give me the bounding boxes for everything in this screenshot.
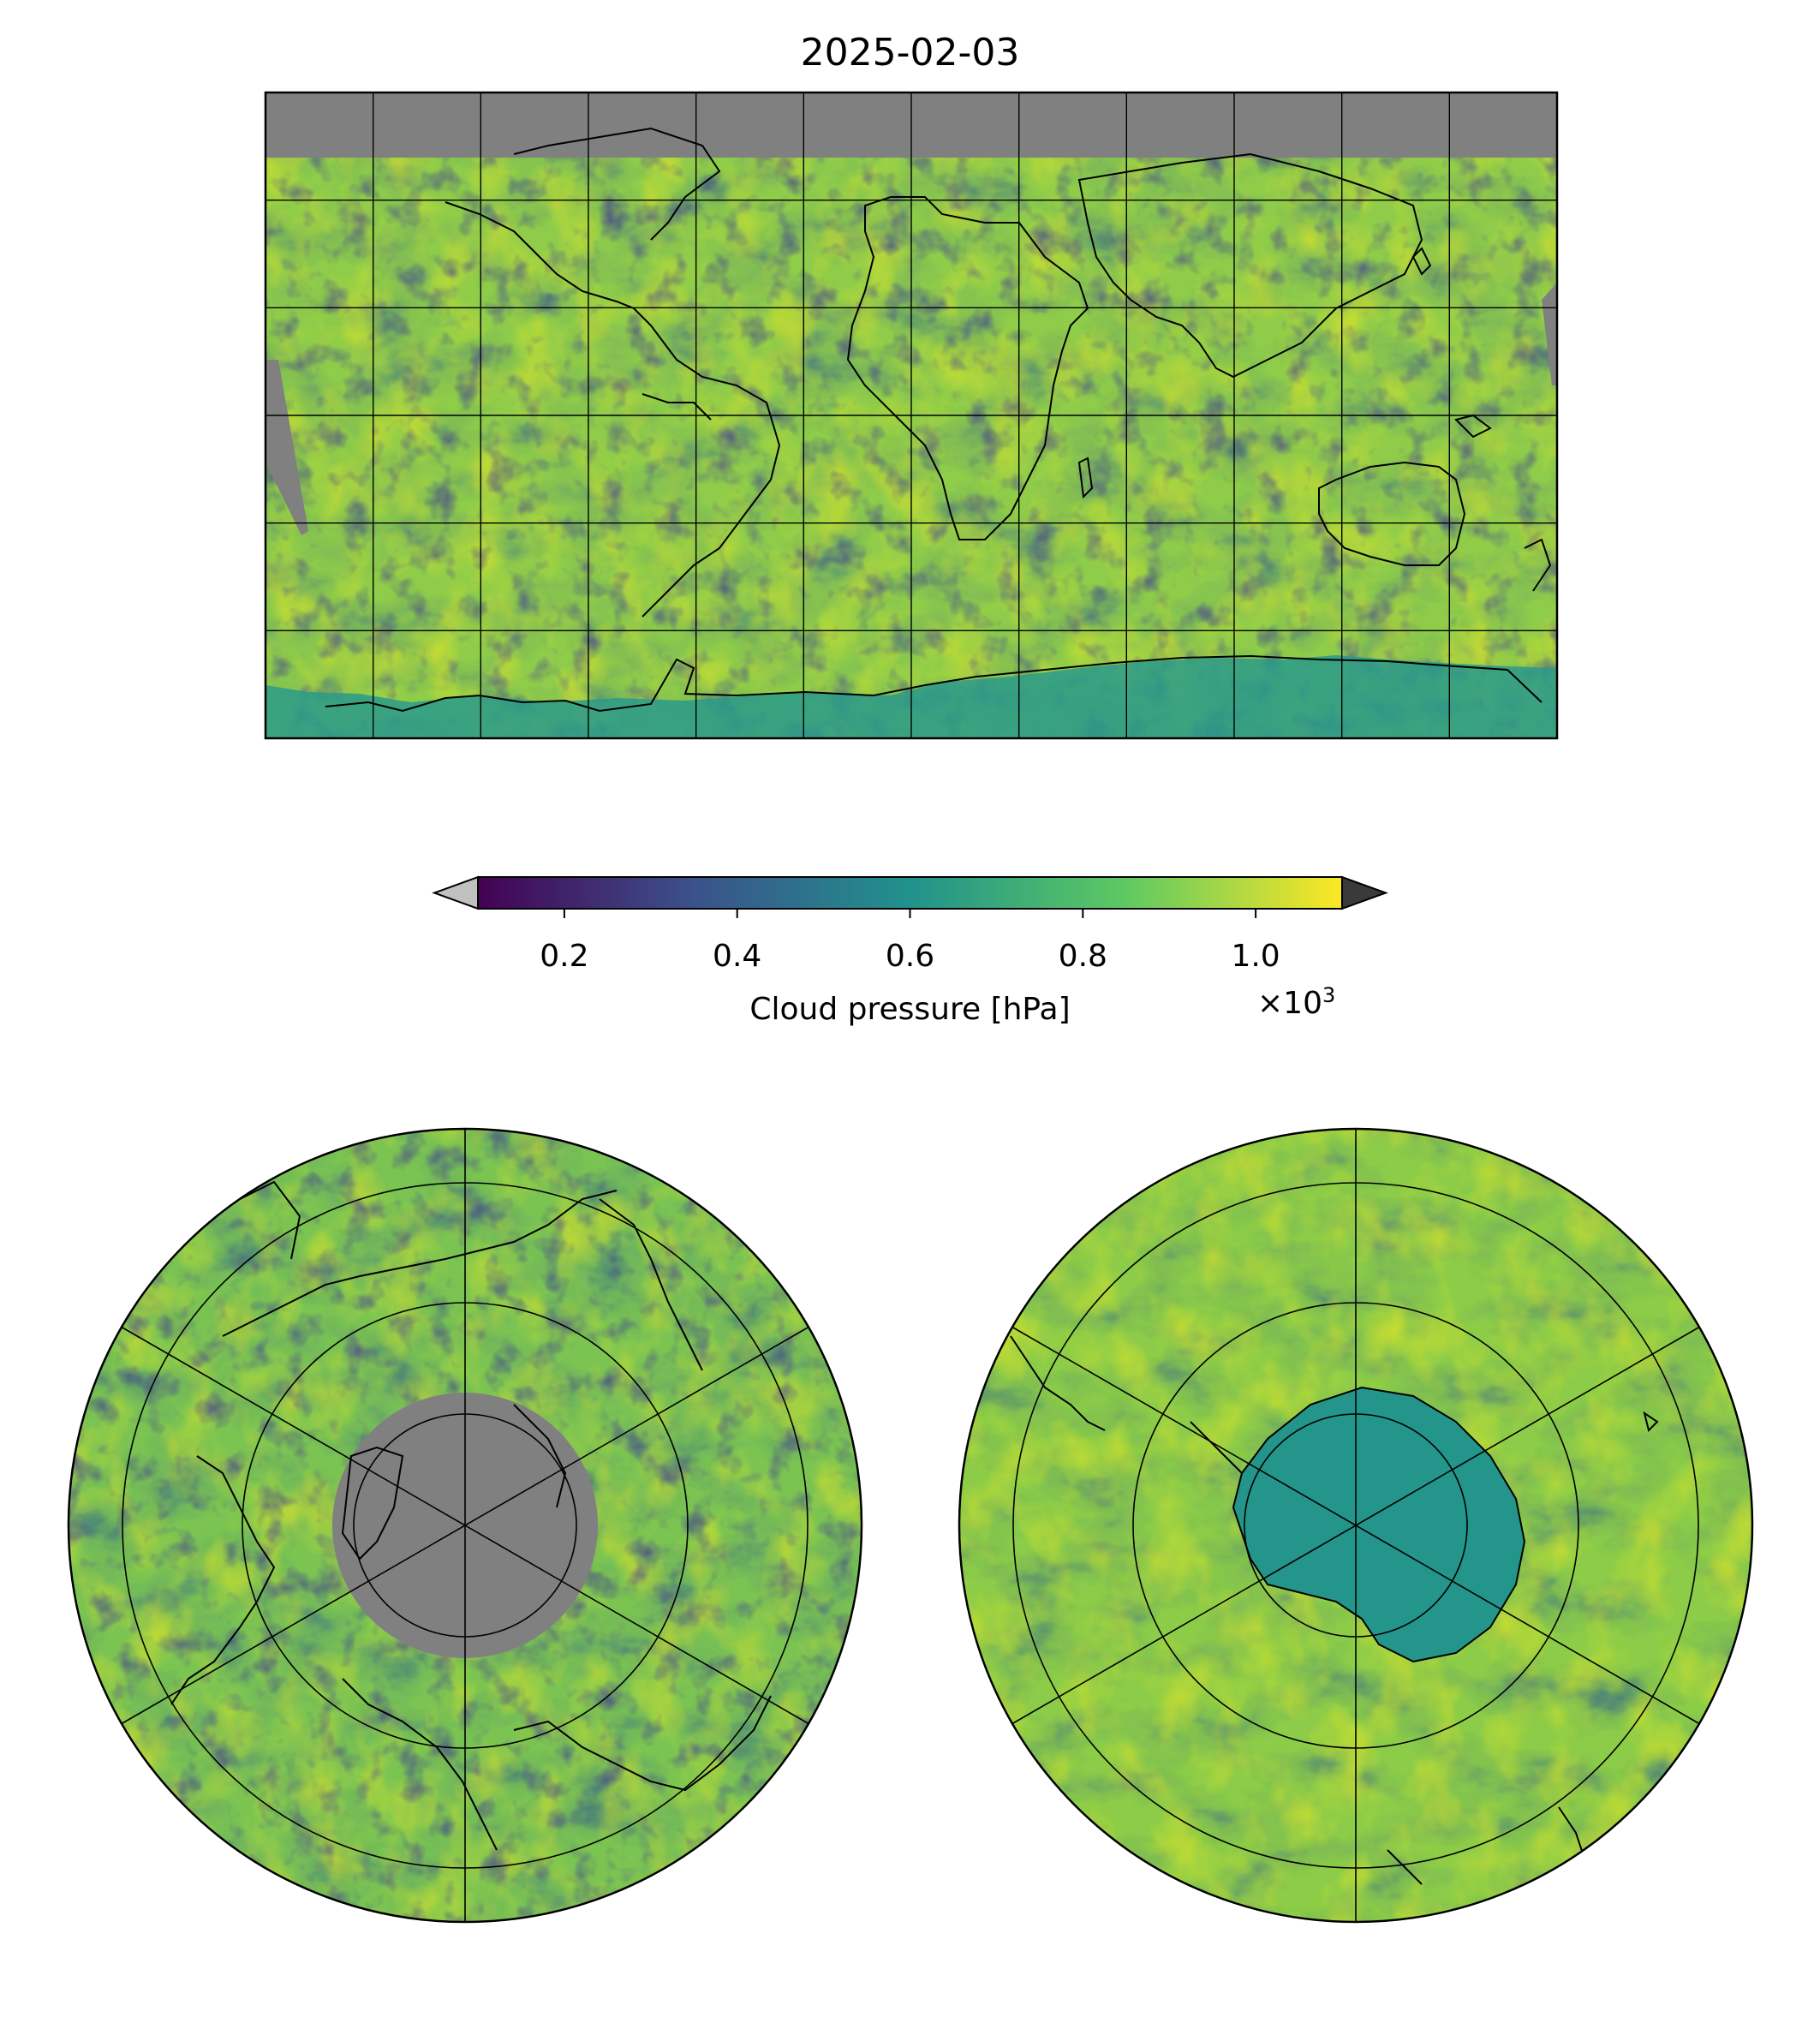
global-coastlines <box>325 127 1552 713</box>
north-polar-map <box>69 1129 862 1922</box>
colorbar-ticks <box>563 909 1257 918</box>
colorbar-tick-label: 0.6 <box>885 939 935 974</box>
colorbar-tick-label: 1.0 <box>1231 939 1280 974</box>
south-coastlines <box>1010 1335 1659 1885</box>
south-map-frame <box>958 1127 1754 1924</box>
colorbar-tick-label: 0.8 <box>1058 939 1107 974</box>
north-map-frame <box>67 1127 863 1924</box>
colorbar-tick-label: 0.2 <box>540 939 589 974</box>
north-gridlines <box>121 1129 809 1922</box>
colorbar-multiplier-exponent: 3 <box>1322 983 1336 1007</box>
colorbar-over-triangle <box>1341 875 1388 910</box>
colorbar-multiplier: ×103 <box>1257 983 1335 1021</box>
south-gridlines <box>1011 1129 1700 1922</box>
north-coastlines <box>170 1180 772 1851</box>
colorbar-gradient <box>478 877 1342 909</box>
global-gridlines <box>266 92 1557 738</box>
colorbar-label: Cloud pressure [hPa] <box>749 992 1071 1027</box>
global-map <box>266 92 1557 738</box>
global-map-frame <box>264 91 1559 740</box>
figure-title: 2025-02-03 <box>800 31 1020 75</box>
colorbar-under-triangle <box>432 875 479 910</box>
colorbar-multiplier-base: ×10 <box>1257 986 1322 1021</box>
missing-data-swath-east <box>1542 283 1557 385</box>
missing-data-swath-west <box>266 360 308 535</box>
colorbar-tick-label: 0.4 <box>713 939 762 974</box>
antarctica-landmass <box>1233 1387 1525 1662</box>
south-polar-map <box>959 1129 1752 1922</box>
colorbar <box>432 875 1388 918</box>
